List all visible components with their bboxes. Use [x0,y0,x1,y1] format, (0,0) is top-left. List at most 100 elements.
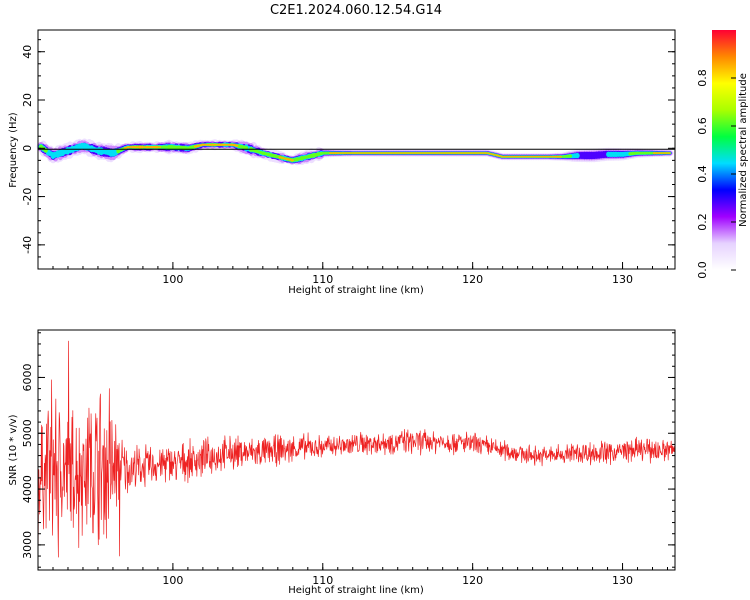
spectrogram-cell [539,156,543,158]
spectrogram-cell [423,152,427,154]
spectrogram-x-label: Height of straight line (km) [288,285,424,296]
spectrogram-cell [464,152,468,154]
snr-y-tick-label: 4000 [21,475,34,503]
spectrogram-cell [459,152,463,154]
spectrogram-cell [454,152,459,154]
spectrogram-y-tick-label: 0 [21,145,34,152]
spectrogram-cell [416,152,420,154]
spectrogram-cell [138,145,142,149]
spectrogram-cell [452,152,456,154]
colorbar-tick-label: 0.6 [696,117,709,135]
colorbar-label: Normalized spectral amplitude [738,73,749,227]
spectrogram-cell [201,143,205,146]
spectrogram-cell [478,152,483,154]
spectrogram-cell [655,152,659,154]
spectrogram-cell [396,152,401,154]
spectrogram-cell [413,152,418,154]
spectrogram-cell [466,152,471,154]
spectrogram-cell [358,152,362,154]
spectrogram-x-tick-label: 120 [462,273,483,286]
snr-x-tick-label: 120 [462,574,483,587]
spectrogram-cell [445,152,449,154]
spectrogram-cell [536,156,541,158]
spectrogram-cell [457,152,461,154]
spectrogram-cell [435,152,439,154]
spectrogram-cell [462,152,466,154]
spectrogram-cell [517,156,521,158]
spectrogram-cell [408,152,413,154]
spectrogram-cell [657,152,661,154]
spectrogram-cell [404,152,408,154]
spectrogram-cell [382,152,386,154]
spectrogram-cell [437,152,442,154]
spectrogram-cell [348,152,352,154]
colorbar-tick-label: 0.8 [696,69,709,87]
spectrogram-cell [148,146,152,149]
spectrogram-cell [664,152,669,154]
spectrogram-cell [133,146,137,149]
colorbar-tick-label: 0.0 [696,261,709,279]
spectrogram-cell [131,146,135,149]
spectrogram-cell [203,143,207,146]
spectrogram-cell [150,146,154,149]
spectrogram-cell [399,152,403,154]
colorbar-gradient [712,30,736,270]
spectrogram-cell [157,146,162,148]
spectrogram-cell [520,156,524,158]
spectrogram-cell [660,152,664,154]
spectrogram-cell [346,152,350,154]
spectrogram-cell [140,146,145,149]
spectrogram-cell [401,152,405,154]
spectrogram-cell [481,152,485,154]
spectrogram-y-tick-label: 40 [21,45,34,59]
colorbar-axis: 0.0 0.2 0.4 0.6 0.8 [696,69,736,279]
spectrogram-cell [379,152,384,154]
snr-series-line [38,340,675,568]
snr-x-tick-label: 130 [612,574,633,587]
spectrogram-cell [541,156,546,158]
spectrogram-cell [532,156,536,158]
spectrogram-y-tick-label: -20 [21,188,34,206]
spectrogram-cell [469,152,473,154]
spectrogram-heat-layer [36,138,674,166]
spectrogram-cell [338,152,343,154]
colorbar-tick-label: 0.2 [696,213,709,231]
spectrogram-cell [447,152,451,154]
spectrogram-cell [505,156,509,158]
snr-y-tick-label: 6000 [21,363,34,391]
spectrogram-cell [433,152,437,154]
spectrogram-cell [155,146,159,149]
spectrogram-cell [384,152,389,154]
spectrogram-cell [234,144,239,147]
spectrogram-cell [391,152,396,154]
spectrogram-cell [123,147,128,149]
chart-title: C2E1.2024.060.12.54.G14 [270,3,442,18]
spectrogram-cell [336,152,340,154]
spectrogram-cell [353,152,357,154]
spectrogram-cell [343,152,347,154]
spectrogram-cell [152,146,157,149]
spectrogram-cell [341,152,345,154]
spectrogram-cell [365,152,369,154]
spectrogram-cell [527,156,531,158]
spectrogram-cell [486,152,490,154]
spectrogram-cell [389,152,393,154]
spectrogram-cell [227,143,232,146]
spectrogram-cell [363,152,367,154]
spectrogram-cell [334,152,338,154]
spectrogram-cell [350,152,355,154]
spectrogram-cell [370,152,374,154]
spectrogram-cell [652,152,657,154]
spectrogram-cell [418,152,422,154]
spectrogram-x-tick-label: 130 [612,273,633,286]
colorbar: 0.0 0.2 0.4 0.6 0.8 Normalized spectral ampl… [696,30,749,279]
spectrogram-cell [411,152,415,154]
spectrogram-cell [126,146,130,149]
spectrogram-cell [515,156,519,158]
spectrogram-panel: 100 110 120 130 40 20 0 -20 -40 Height of strai… [8,29,676,296]
spectrogram-cell [428,152,432,154]
spectrogram-cell [367,152,372,154]
spectrogram-cell [449,152,454,154]
spectrogram-cell [210,143,215,146]
